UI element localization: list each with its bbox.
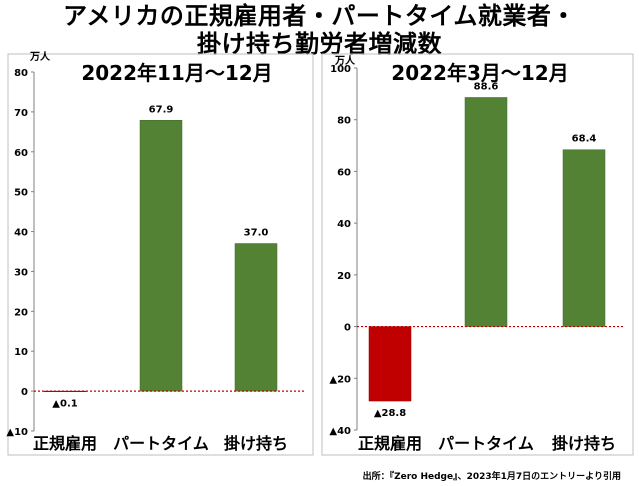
y-tick-label: 80 (14, 68, 28, 79)
chart-subtitle: 2022年3月～12月 (391, 61, 568, 85)
bar-1 (368, 326, 412, 402)
y-tick-label: 50 (14, 188, 28, 199)
chart-title-line1: アメリカの正規雇用者・パートタイム就業者・ (63, 2, 576, 30)
data-label: 68.4 (572, 134, 597, 145)
data-label: ▲0.1 (52, 399, 77, 410)
source-note: 出所：『Zero Hedge』、2023年1月7日のエントリーより引用 (362, 472, 621, 482)
category-label: 掛け持ち (224, 434, 288, 453)
y-tick-label: 0 (344, 323, 351, 334)
y-tick-label: ▲40 (329, 426, 351, 437)
bar-2 (464, 97, 508, 327)
panel-frame (321, 53, 634, 456)
panel-frame (7, 53, 314, 456)
y-tick-label: 80 (337, 116, 351, 127)
chart-subtitle: 2022年11月～12月 (81, 61, 272, 85)
category-label: 掛け持ち (552, 434, 616, 453)
bar-3 (562, 149, 606, 327)
data-label: 67.9 (149, 104, 174, 115)
y-tick-label: 60 (337, 167, 351, 178)
y-tick-label: 40 (14, 228, 28, 239)
category-label: パートタイム (113, 434, 209, 453)
y-tick-label: 70 (14, 108, 28, 119)
bar-3 (234, 243, 278, 392)
y-unit-label: 万人 (29, 50, 51, 63)
category-label: パートタイム (438, 434, 534, 453)
y-tick-label: 100 (330, 64, 351, 75)
y-tick-label: ▲10 (6, 427, 28, 438)
y-tick-label: 20 (14, 307, 28, 318)
category-label: 正規雇用 (358, 434, 422, 453)
data-label: ▲28.8 (374, 408, 406, 419)
chart-title-line2: 掛け持ち勤労者増減数 (197, 30, 442, 58)
y-tick-label: 20 (337, 271, 351, 282)
y-tick-label: 0 (21, 387, 28, 398)
y-tick-label: 40 (337, 219, 351, 230)
y-unit-label: 万人 (334, 54, 356, 67)
y-tick-label: ▲20 (329, 374, 351, 385)
y-tick-label: 60 (14, 148, 28, 159)
category-label: 正規雇用 (33, 434, 97, 453)
y-tick-label: 10 (14, 347, 28, 358)
bar-2 (139, 120, 183, 392)
y-tick-label: 30 (14, 267, 28, 278)
data-label: 37.0 (244, 228, 269, 239)
data-label: 88.6 (474, 81, 499, 92)
